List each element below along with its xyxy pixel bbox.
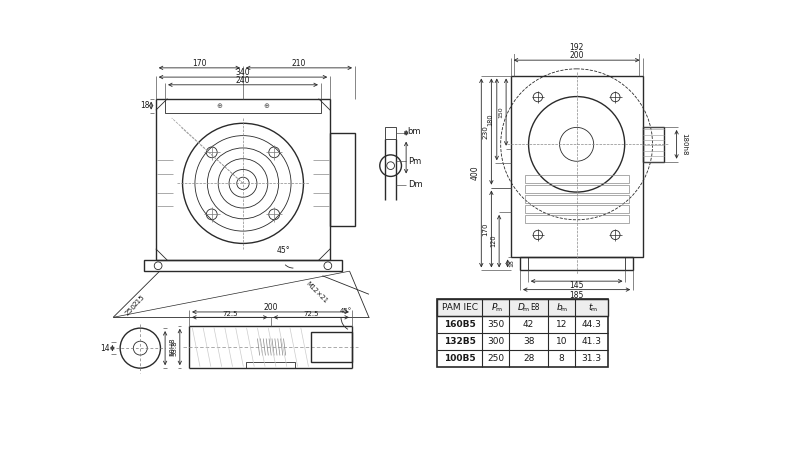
Text: 28: 28: [523, 354, 534, 363]
Text: D: D: [518, 303, 525, 312]
Text: Dm: Dm: [408, 180, 422, 189]
Text: 350: 350: [487, 320, 504, 329]
Text: 185: 185: [570, 291, 584, 300]
Text: 45°: 45°: [277, 246, 290, 255]
Text: 31.3: 31.3: [582, 354, 602, 363]
Bar: [520, 256, 634, 270]
Text: 180h8: 180h8: [682, 133, 687, 156]
Text: b: b: [557, 303, 563, 312]
Text: 44.3: 44.3: [582, 320, 602, 329]
Bar: [246, 362, 295, 368]
Text: PAM IEC: PAM IEC: [442, 303, 478, 312]
Bar: [144, 261, 342, 271]
Text: bm: bm: [408, 126, 421, 135]
Bar: [642, 127, 664, 162]
Text: 210: 210: [292, 59, 306, 68]
Text: m: m: [590, 307, 597, 312]
Text: 250: 250: [487, 354, 504, 363]
Text: 12: 12: [556, 320, 567, 329]
Text: 200: 200: [263, 303, 278, 312]
Text: 170: 170: [482, 222, 488, 236]
Bar: [311, 332, 352, 362]
Text: 18: 18: [140, 101, 150, 110]
Text: 170: 170: [192, 59, 206, 68]
Text: P: P: [491, 303, 497, 312]
Text: 72.5: 72.5: [303, 311, 319, 317]
Text: 120: 120: [490, 235, 496, 248]
Text: 340: 340: [236, 68, 250, 77]
Text: 41.3: 41.3: [582, 337, 602, 346]
Text: 192: 192: [570, 43, 584, 52]
Bar: [525, 215, 629, 223]
Text: 45°: 45°: [339, 308, 352, 314]
Text: 72.5: 72.5: [222, 311, 238, 317]
Text: M12×21: M12×21: [304, 281, 328, 305]
Bar: [437, 299, 608, 316]
Bar: [437, 299, 608, 367]
Text: 50H8: 50H8: [169, 338, 175, 356]
Text: m: m: [522, 307, 529, 312]
Bar: [525, 185, 629, 193]
Bar: [330, 133, 355, 226]
Text: 38: 38: [523, 337, 534, 346]
Text: 18: 18: [510, 260, 515, 267]
Text: ⊕: ⊕: [217, 103, 222, 108]
Text: Pm: Pm: [408, 157, 421, 166]
Text: 145: 145: [570, 281, 584, 290]
Text: 8: 8: [558, 354, 564, 363]
Text: E8: E8: [530, 303, 539, 312]
Text: ⊕: ⊕: [263, 103, 269, 108]
Text: m: m: [561, 307, 567, 312]
Text: 400: 400: [470, 166, 480, 180]
Bar: [165, 99, 321, 112]
Bar: [528, 256, 626, 270]
Text: t: t: [588, 303, 591, 312]
Text: 100B5: 100B5: [444, 354, 475, 363]
Text: 240: 240: [236, 76, 250, 85]
Bar: [525, 195, 629, 203]
Text: 132B5: 132B5: [444, 337, 475, 346]
Text: 215: 215: [132, 293, 146, 307]
Text: 42: 42: [523, 320, 534, 329]
Bar: [510, 76, 642, 256]
Text: 150: 150: [498, 106, 503, 118]
Bar: [525, 175, 629, 183]
Text: 250: 250: [124, 302, 138, 317]
Text: 10: 10: [556, 337, 567, 346]
Bar: [156, 99, 330, 261]
Text: 160B5: 160B5: [444, 320, 475, 329]
Text: 180: 180: [488, 113, 494, 126]
Text: m: m: [495, 307, 501, 312]
Text: 14: 14: [100, 344, 110, 353]
Bar: [386, 127, 396, 139]
Text: 300: 300: [487, 337, 504, 346]
Text: 200: 200: [570, 51, 584, 60]
Text: 230: 230: [482, 125, 488, 139]
Bar: [525, 205, 629, 213]
Text: 53.8: 53.8: [171, 340, 178, 356]
